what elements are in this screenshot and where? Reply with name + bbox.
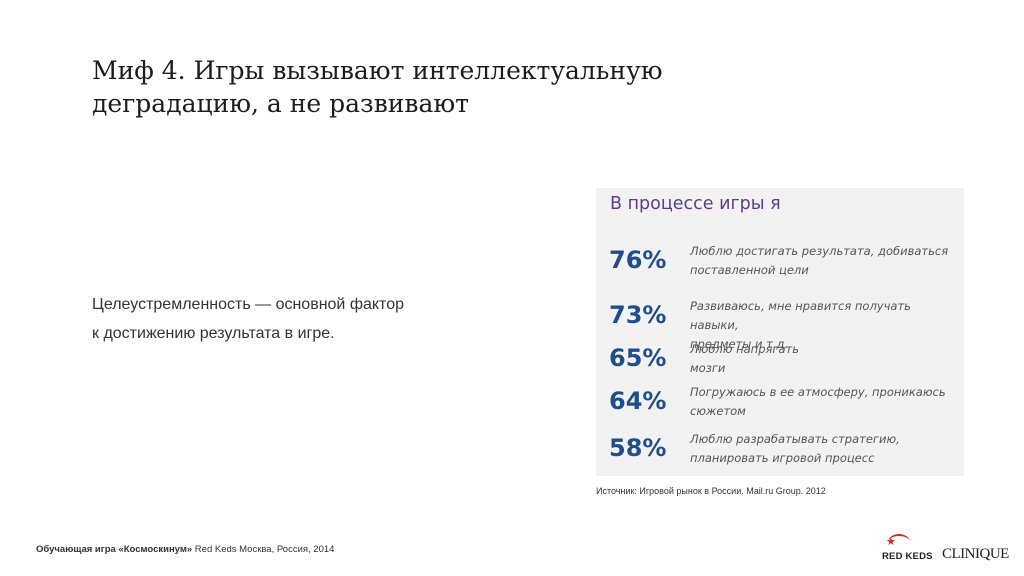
stat-description-line: сюжетом <box>690 404 746 418</box>
stat-description-line: Люблю достигать результата, добиваться <box>690 244 949 258</box>
footer-credit-game: Обучающая игра «Космоскинум» <box>36 544 193 555</box>
stat-description: Люблю разрабатывать стратегию, планирова… <box>690 430 960 468</box>
slide-title: Миф 4. Игры вызывают интеллектуальную де… <box>92 54 792 120</box>
stat-row: 73% Развиваюсь, мне нравится получать на… <box>596 295 964 351</box>
red-keds-logo: ★ RED KEDS <box>882 534 934 564</box>
stat-percent: 64% <box>609 387 667 415</box>
footer-credit-company: Red Keds Москва, Россия, 2014 <box>192 544 335 555</box>
stat-percent: 76% <box>609 246 667 274</box>
stat-description: Погружаюсь в ее атмосферу, проникаюсь сю… <box>690 383 960 421</box>
stat-description-line: Люблю напрягать <box>690 342 799 356</box>
logo-arc-icon <box>888 534 910 550</box>
stat-percent: 65% <box>609 344 667 372</box>
stat-description-line: Люблю разрабатывать стратегию, <box>690 432 900 446</box>
stat-description-line: предметы и т.д. <box>690 337 789 351</box>
stat-description: Развиваюсь, мне нравится получать навыки… <box>690 297 960 354</box>
stat-description: Люблю напрягать мозги <box>690 340 960 378</box>
stat-row: 58% Люблю разрабатывать стратегию, плани… <box>596 428 964 472</box>
stat-description-line: Погружаюсь в ее атмосферу, проникаюсь <box>690 385 946 399</box>
stat-percent: 58% <box>609 434 667 462</box>
body-text: Целеустремленность — основной фактор к д… <box>92 290 512 348</box>
clinique-logo: CLINIQUE <box>942 546 1009 562</box>
stat-description-line: поставленной цели <box>690 263 809 277</box>
red-keds-wordmark: RED KEDS <box>882 551 933 562</box>
stat-description-line: мозги <box>690 361 726 375</box>
stat-description-line: планировать игровой процесс <box>690 451 875 465</box>
source-caption: Источник: Игровой рынок в России. Mail.r… <box>596 486 826 496</box>
slide-title-line-1: Миф 4. Игры вызывают интеллектуальную <box>92 56 663 85</box>
body-text-line-1: Целеустремленность — основной фактор <box>92 296 404 313</box>
stat-row: 76% Люблю достигать результата, добивать… <box>596 240 964 284</box>
survey-panel: В процессе игры я 76% Люблю достигать ре… <box>596 188 964 476</box>
stat-row: 64% Погружаюсь в ее атмосферу, проникаюс… <box>596 381 964 425</box>
stat-description-line: Развиваюсь, мне нравится получать навыки… <box>690 299 911 332</box>
survey-heading: В процессе игры я <box>610 194 781 214</box>
star-icon: ★ <box>886 535 896 548</box>
stat-percent: 73% <box>609 301 667 329</box>
footer-credit: Обучающая игра «Космоскинум» Red Keds Мо… <box>36 544 334 555</box>
slide-title-line-2: деградацию, а не развивают <box>92 89 470 118</box>
stat-description: Люблю достигать результата, добиваться п… <box>690 242 960 280</box>
body-text-line-2: к достижению результата в игре. <box>92 325 335 342</box>
stat-row: 65% Люблю напрягать мозги <box>596 338 964 382</box>
